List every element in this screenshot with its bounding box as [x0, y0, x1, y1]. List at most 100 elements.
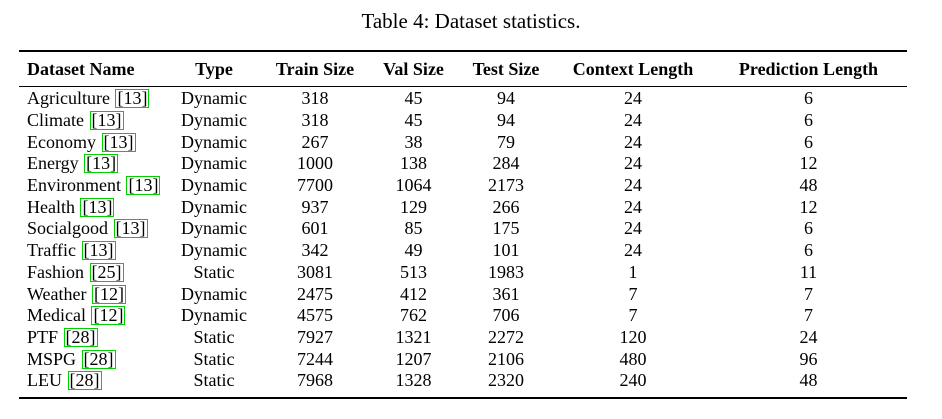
- test-size-cell: 361: [492, 283, 520, 304]
- prediction-length-cell: 7: [804, 283, 813, 304]
- train-size-cell: 7927: [297, 326, 333, 347]
- context-length-cell: 24: [624, 175, 642, 196]
- dataset-name: Socialgood: [27, 218, 108, 239]
- dataset-name: Energy: [27, 153, 79, 174]
- test-size-cell: 706: [492, 305, 520, 326]
- test-size-cell: 2272: [488, 326, 524, 347]
- type-cell: Dynamic: [181, 153, 247, 174]
- train-size-cell: 7244: [297, 348, 333, 369]
- type-cell: Static: [193, 261, 235, 282]
- context-length-cell: 24: [624, 88, 642, 109]
- context-length-cell: 7: [628, 305, 638, 326]
- citation-link[interactable]: [12]: [91, 305, 126, 326]
- dataset-name-cell: LEU [28]: [19, 370, 169, 392]
- citation-link[interactable]: [28]: [67, 370, 102, 391]
- table-row: PTF [28] Static 7927 1321 2272 120 24: [19, 327, 907, 349]
- citation-link[interactable]: [13]: [80, 196, 115, 217]
- table-row: Economy [13] Dynamic 267 38 79 24 6: [19, 131, 907, 153]
- val-size-cell: 1207: [395, 348, 432, 369]
- val-size-cell: 1064: [395, 175, 432, 196]
- prediction-length-cell: 12: [799, 153, 818, 174]
- citation-link[interactable]: [13]: [113, 218, 148, 239]
- column-header-train-size: Train Size: [275, 58, 355, 79]
- test-size-cell: 175: [492, 218, 520, 239]
- test-size-cell: 79: [497, 131, 515, 152]
- column-header-prediction-length: Prediction Length: [738, 58, 879, 79]
- test-size-cell: 284: [492, 153, 520, 174]
- prediction-length-cell: 48: [799, 175, 818, 196]
- prediction-length-cell: 6: [804, 110, 813, 131]
- bottom-rule: [19, 397, 907, 399]
- table-row: Agriculture [13] Dynamic 318 45 94 24 6: [19, 86, 907, 110]
- test-size-cell: 266: [492, 196, 520, 217]
- table-row: Traffic [13] Dynamic 342 49 101 24 6: [19, 240, 907, 262]
- prediction-length-cell: 6: [804, 88, 813, 109]
- val-size-cell: 1321: [395, 326, 432, 347]
- prediction-length-cell: 6: [804, 240, 813, 261]
- citation-link[interactable]: [13]: [101, 131, 136, 152]
- test-size-cell: 1983: [488, 261, 524, 282]
- dataset-name: Weather: [27, 283, 87, 304]
- citation-link[interactable]: [13]: [126, 175, 161, 196]
- dataset-name-cell: Energy [13]: [19, 153, 169, 175]
- val-size-cell: 45: [404, 110, 423, 131]
- test-size-cell: 101: [492, 240, 520, 261]
- citation-link[interactable]: [28]: [81, 348, 116, 369]
- citation-link[interactable]: [28]: [63, 326, 98, 347]
- type-cell: Dynamic: [181, 218, 247, 239]
- table-row: Climate [13] Dynamic 318 45 94 24 6: [19, 110, 907, 132]
- type-cell: Dynamic: [181, 175, 247, 196]
- citation-link[interactable]: [13]: [84, 153, 119, 174]
- context-length-cell: 24: [624, 240, 642, 261]
- dataset-name-cell: Weather [12]: [19, 283, 169, 305]
- train-size-cell: 4575: [297, 305, 333, 326]
- train-size-cell: 318: [301, 88, 329, 109]
- context-length-cell: 24: [624, 218, 642, 239]
- header-row: Dataset Name Type Train Size Val Size Te…: [19, 52, 907, 86]
- dataset-name-cell: Traffic [13]: [19, 240, 169, 262]
- val-size-cell: 138: [400, 153, 427, 174]
- train-size-cell: 1000: [297, 153, 333, 174]
- context-length-cell: 480: [619, 348, 647, 369]
- column-header-context-length: Context Length: [572, 58, 694, 79]
- train-size-cell: 937: [301, 196, 329, 217]
- dataset-name-cell: Socialgood [13]: [19, 218, 169, 240]
- test-size-cell: 2320: [488, 370, 524, 391]
- dataset-name: MSPG: [27, 348, 77, 369]
- citation-link[interactable]: [13]: [115, 88, 150, 109]
- column-header-val-size: Val Size: [383, 58, 444, 79]
- context-length-cell: 120: [619, 326, 647, 347]
- type-cell: Dynamic: [181, 240, 247, 261]
- citation-link[interactable]: [25]: [89, 261, 124, 282]
- dataset-name: LEU: [27, 370, 62, 391]
- val-size-cell: 762: [400, 305, 427, 326]
- citation-link[interactable]: [12]: [92, 283, 127, 304]
- prediction-length-cell: 6: [804, 218, 813, 239]
- val-size-cell: 129: [400, 196, 427, 217]
- type-cell: Static: [193, 348, 235, 369]
- test-size-cell: 94: [497, 110, 515, 131]
- prediction-length-cell: 7: [804, 305, 813, 326]
- test-size-cell: 2106: [488, 348, 524, 369]
- top-rule: [19, 50, 907, 52]
- dataset-name-cell: Health [13]: [19, 196, 169, 218]
- dataset-name-cell: MSPG [28]: [19, 348, 169, 370]
- column-header-test-size: Test Size: [472, 58, 540, 79]
- citation-link[interactable]: [13]: [81, 240, 116, 261]
- table-row: Environment [13] Dynamic 7700 1064 2173 24 48: [19, 175, 907, 197]
- dataset-name-cell: Medical [12]: [19, 305, 169, 327]
- dataset-name-cell: Agriculture [13]: [19, 86, 169, 110]
- type-cell: Dynamic: [181, 88, 247, 109]
- table-caption: Table 4: Dataset statistics.: [361, 9, 581, 33]
- citation-link[interactable]: [13]: [89, 110, 124, 131]
- prediction-length-cell: 24: [799, 326, 818, 347]
- table-row: Energy [13] Dynamic 1000 138 284 24 12: [19, 153, 907, 175]
- val-size-cell: 45: [404, 88, 423, 109]
- val-size-cell: 1328: [395, 370, 432, 391]
- dataset-name: Fashion: [27, 261, 85, 282]
- table-body: Agriculture [13] Dynamic 318 45 94 24 6 Climate…: [19, 86, 907, 392]
- dataset-name: Economy: [27, 131, 96, 152]
- prediction-length-cell: 96: [799, 348, 818, 369]
- table-row: LEU [28] Static 7968 1328 2320 240 48: [19, 370, 907, 392]
- train-size-cell: 601: [301, 218, 329, 239]
